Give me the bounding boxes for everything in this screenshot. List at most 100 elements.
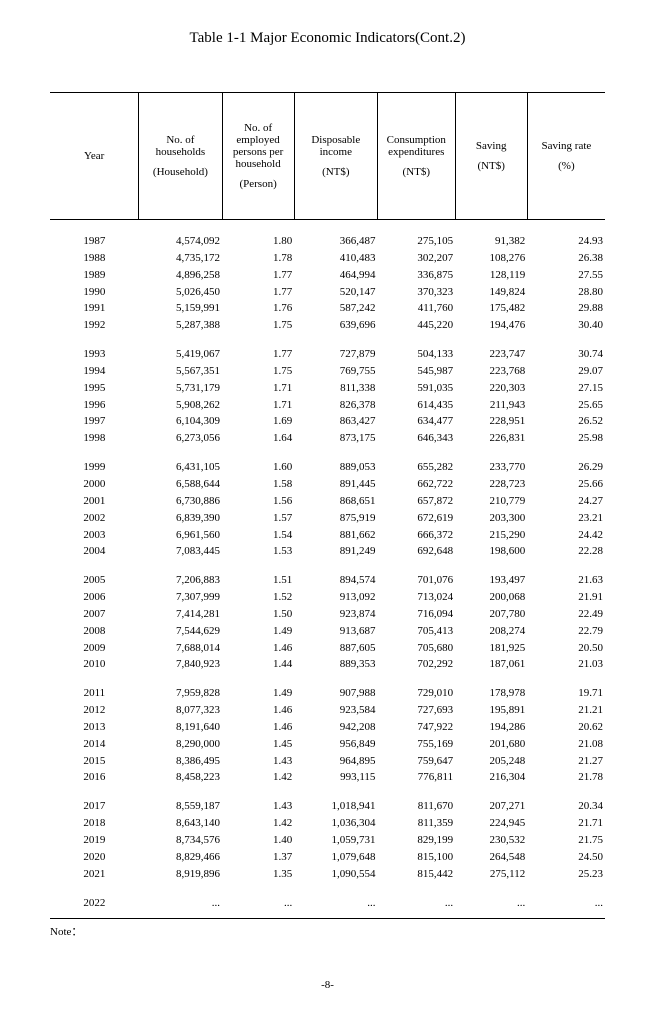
value-cell: 215,290 (455, 527, 527, 544)
year-cell: 2002 (50, 510, 139, 527)
value-cell: 6,431,105 (139, 459, 222, 476)
year-cell: 2022 (50, 895, 139, 919)
value-cell: 1.40 (222, 832, 294, 849)
value-cell: 829,199 (377, 832, 455, 849)
value-cell: 8,919,896 (139, 866, 222, 883)
value-cell: 336,875 (377, 267, 455, 284)
value-cell: 1.54 (222, 527, 294, 544)
value-cell: 1.53 (222, 543, 294, 560)
value-cell: 302,207 (377, 250, 455, 267)
value-cell: 1.78 (222, 250, 294, 267)
table-row: 20128,077,3231.46923,584727,693195,89121… (50, 702, 605, 719)
table-row: 20016,730,8861.56868,651657,872210,77924… (50, 493, 605, 510)
value-cell: ... (377, 895, 455, 919)
value-cell: 769,755 (294, 363, 377, 380)
year-cell: 1997 (50, 413, 139, 430)
value-cell: 1.42 (222, 769, 294, 786)
year-cell: 1988 (50, 250, 139, 267)
value-cell: 21.03 (527, 656, 605, 673)
year-cell: 2007 (50, 606, 139, 623)
table-row: 20208,829,4661.371,079,648815,100264,548… (50, 849, 605, 866)
spacer-row (50, 883, 605, 895)
value-cell: 193,497 (455, 572, 527, 589)
value-cell: 22.49 (527, 606, 605, 623)
table-row: 20218,919,8961.351,090,554815,442275,112… (50, 866, 605, 883)
value-cell: 223,768 (455, 363, 527, 380)
column-header: Saving(NT$) (455, 93, 527, 220)
spacer-row (50, 786, 605, 798)
economic-indicators-table: Year No. of households(Household)No. of e… (50, 92, 605, 919)
value-cell: 201,680 (455, 736, 527, 753)
value-cell: 1.80 (222, 220, 294, 250)
value-cell: 181,925 (455, 640, 527, 657)
table-row: 20097,688,0141.46887,605705,680181,92520… (50, 640, 605, 657)
value-cell: 25.66 (527, 476, 605, 493)
table-body: 19874,574,0921.80366,487275,10591,38224.… (50, 220, 605, 919)
value-cell: 1.35 (222, 866, 294, 883)
header-label: No. of employed persons per household (227, 122, 290, 170)
note-label: Note： (50, 923, 605, 939)
year-cell: 2001 (50, 493, 139, 510)
value-cell: 24.42 (527, 527, 605, 544)
value-cell: 6,588,644 (139, 476, 222, 493)
value-cell: 205,248 (455, 753, 527, 770)
value-cell: 21.75 (527, 832, 605, 849)
spacer-row (50, 560, 605, 572)
value-cell: 20.50 (527, 640, 605, 657)
value-cell: 216,304 (455, 769, 527, 786)
value-cell: 889,053 (294, 459, 377, 476)
value-cell: 1.50 (222, 606, 294, 623)
year-cell: 1999 (50, 459, 139, 476)
year-cell: 1989 (50, 267, 139, 284)
year-cell: 1998 (50, 430, 139, 447)
header-label: Year (54, 150, 134, 162)
value-cell: 887,605 (294, 640, 377, 657)
value-cell: 5,908,262 (139, 397, 222, 414)
header-unit: (NT$) (299, 166, 373, 178)
value-cell: 187,061 (455, 656, 527, 673)
value-cell: 942,208 (294, 719, 377, 736)
value-cell: 27.15 (527, 380, 605, 397)
value-cell: 25.98 (527, 430, 605, 447)
value-cell: 1.56 (222, 493, 294, 510)
value-cell: 264,548 (455, 849, 527, 866)
value-cell: 21.21 (527, 702, 605, 719)
table-row: 19894,896,2581.77464,994336,875128,11927… (50, 267, 605, 284)
value-cell: 776,811 (377, 769, 455, 786)
value-cell: ... (527, 895, 605, 919)
value-cell: 6,104,309 (139, 413, 222, 430)
value-cell: 913,092 (294, 589, 377, 606)
value-cell: 1.64 (222, 430, 294, 447)
table-row: 20006,588,6441.58891,445662,722228,72325… (50, 476, 605, 493)
table-row: 20188,643,1401.421,036,304811,359224,945… (50, 815, 605, 832)
value-cell: 275,112 (455, 866, 527, 883)
value-cell: 894,574 (294, 572, 377, 589)
value-cell: 7,840,923 (139, 656, 222, 673)
header-unit: (NT$) (382, 166, 451, 178)
value-cell: 20.62 (527, 719, 605, 736)
value-cell: 692,648 (377, 543, 455, 560)
value-cell: 826,378 (294, 397, 377, 414)
value-cell: 956,849 (294, 736, 377, 753)
value-cell: 1.43 (222, 753, 294, 770)
value-cell: 27.55 (527, 267, 605, 284)
value-cell: 1.49 (222, 623, 294, 640)
value-cell: 7,959,828 (139, 685, 222, 702)
spacer-row (50, 673, 605, 685)
header-label: Saving rate (532, 140, 601, 152)
column-header: Consumption expenditures(NT$) (377, 93, 455, 220)
value-cell: 923,584 (294, 702, 377, 719)
spacer-row (50, 447, 605, 459)
value-cell: 1.60 (222, 459, 294, 476)
column-header: Disposable income(NT$) (294, 93, 377, 220)
value-cell: 411,760 (377, 300, 455, 317)
column-header: No. of households(Household) (139, 93, 222, 220)
value-cell: 223,747 (455, 346, 527, 363)
value-cell: 591,035 (377, 380, 455, 397)
year-cell: 2004 (50, 543, 139, 560)
value-cell: 445,220 (377, 317, 455, 334)
value-cell: 1.45 (222, 736, 294, 753)
value-cell: 19.71 (527, 685, 605, 702)
year-cell: 2017 (50, 798, 139, 815)
column-header: Year (50, 93, 139, 220)
